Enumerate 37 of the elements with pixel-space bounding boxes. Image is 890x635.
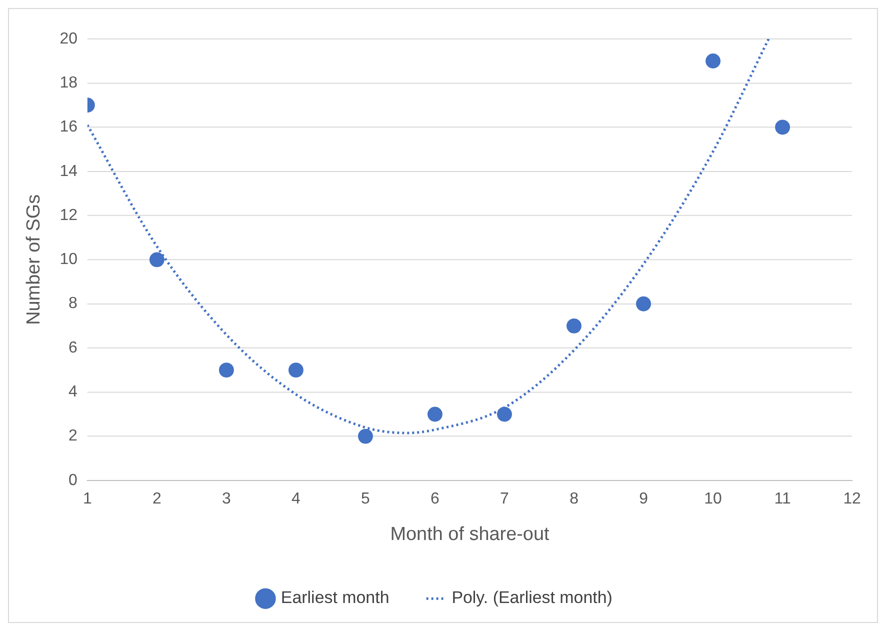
- x-tick-label: 8: [570, 490, 579, 508]
- x-tick-label: 3: [222, 490, 232, 508]
- x-tick-label: 12: [843, 490, 862, 508]
- legend-label: Earliest month: [280, 588, 390, 608]
- point: [706, 54, 721, 68]
- y-tick-label: 0: [68, 472, 78, 489]
- x-tick-label: 10: [704, 490, 722, 508]
- x-tick-label: 1: [82, 490, 92, 508]
- y-tick-label: 6: [68, 339, 78, 356]
- x-tick-label: 5: [361, 490, 370, 508]
- y-axis-title: Number of SGs: [24, 194, 45, 325]
- y-tick-label: 2: [68, 428, 78, 445]
- y-tick-label: 4: [68, 384, 78, 401]
- y-tick-label: 10: [60, 251, 78, 268]
- x-tick-label: 6: [430, 490, 440, 508]
- point: [636, 296, 651, 312]
- y-tick-label: 14: [60, 162, 78, 180]
- point: [566, 318, 582, 334]
- y-tick-label: 16: [60, 118, 78, 136]
- y-tick-label: 18: [60, 74, 78, 92]
- x-tick-label: 2: [152, 490, 162, 508]
- y-tick-label: 20: [60, 30, 78, 48]
- point: [149, 252, 164, 268]
- point: [358, 428, 373, 444]
- y-tick-label: 8: [68, 295, 78, 312]
- x-tick-label: 9: [639, 490, 648, 508]
- point: [497, 406, 512, 422]
- x-tick-label: 4: [292, 490, 301, 508]
- point: [218, 362, 234, 378]
- x-axis-title: Month of share-out: [390, 524, 550, 546]
- point: [775, 120, 790, 135]
- x-tick-label: 11: [774, 490, 791, 508]
- y-tick-label: 12: [60, 206, 78, 224]
- x-tick-label: 7: [500, 490, 510, 508]
- legend-label: Poly. (Earliest month): [452, 588, 612, 608]
- point: [288, 362, 304, 378]
- point: [427, 406, 442, 422]
